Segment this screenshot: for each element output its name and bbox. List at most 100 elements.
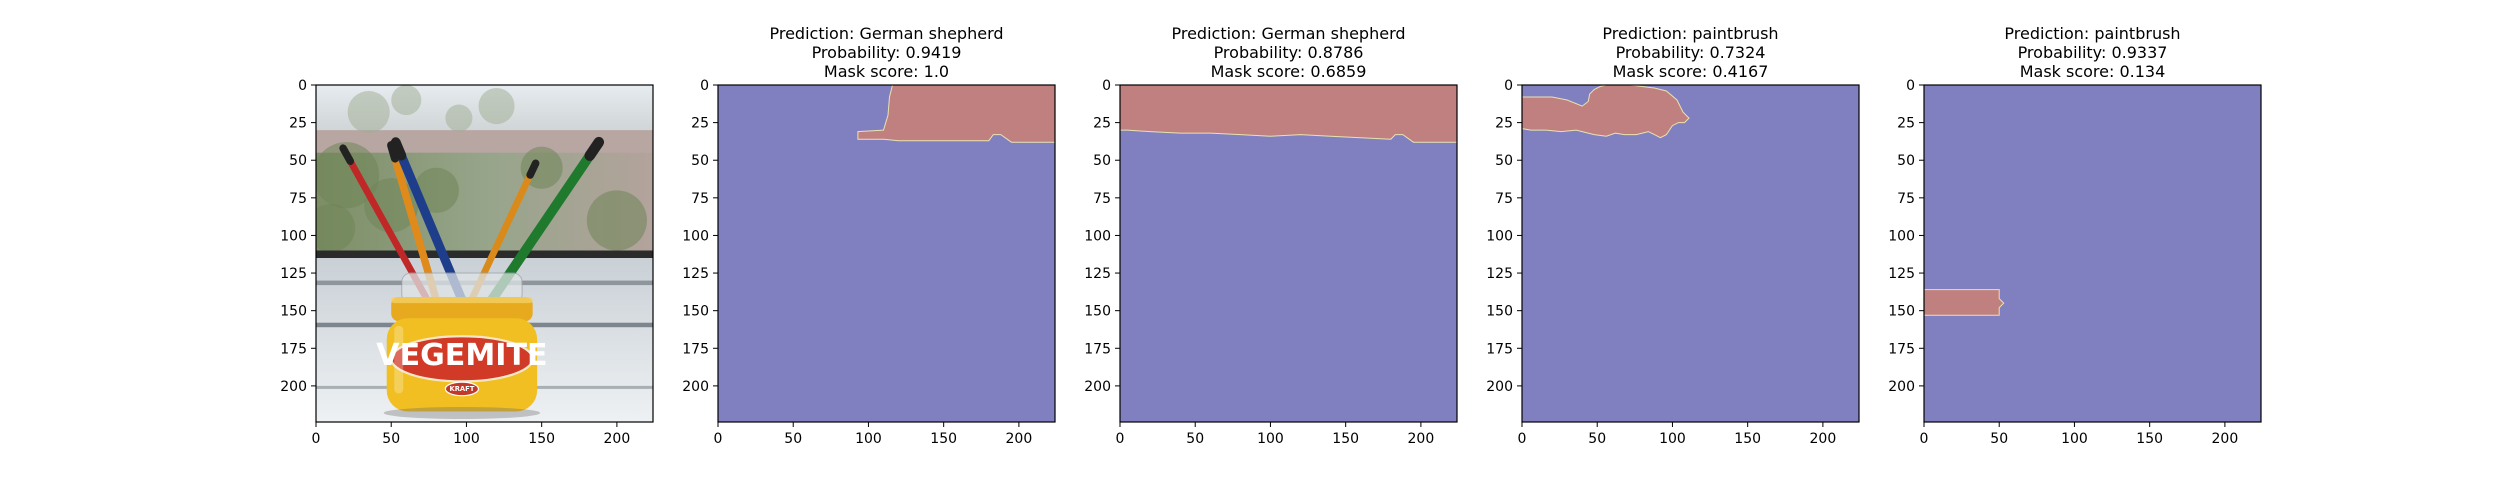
y-tick-label: 175 [1888,341,1915,357]
y-tick-label: 75 [289,191,307,207]
panel-title-line: Probability: 0.7324 [1616,43,1766,62]
y-tick-label: 150 [682,304,709,320]
y-tick-label: 125 [682,266,709,282]
y-tick-label: 150 [1486,304,1513,320]
panel-title-line: Mask score: 0.4167 [1613,62,1769,81]
y-tick-label: 100 [280,228,307,244]
y-tick-label: 75 [691,191,709,207]
x-tick-label: 200 [604,431,631,447]
x-tick-label: 0 [1518,431,1527,447]
panel-title-line: Mask score: 0.134 [2020,62,2166,81]
mask-region [1120,85,1457,143]
panel-content [718,85,1055,422]
x-tick-label: 50 [784,431,802,447]
x-tick-label: 200 [1810,431,1837,447]
panel-title-line: Probability: 0.9337 [2018,43,2168,62]
y-tick-label: 75 [1093,191,1111,207]
panel-title-line: Prediction: German shepherd [1171,24,1405,43]
y-tick-label: 50 [1495,153,1513,169]
panel-title-line: Prediction: paintbrush [1602,24,1778,43]
mask-background [718,85,1055,422]
panel-content: VEGEMITE KRAFT [316,85,653,422]
y-tick-label: 125 [1084,266,1111,282]
kraft-badge-text: KRAFT [449,385,474,393]
y-tick-label: 175 [682,341,709,357]
y-tick-label: 0 [1906,78,1915,94]
y-tick-label: 50 [1093,153,1111,169]
y-tick-label: 50 [1897,153,1915,169]
y-tick-label: 25 [289,116,307,132]
panel-1: VEGEMITE KRAFT 0 50 100 150 200 0 25 50 75 100 125 15… [280,78,654,447]
panel-content [1924,85,2261,422]
y-tick-label: 25 [1897,116,1915,132]
x-tick-label: 100 [1659,431,1686,447]
mask-background [1924,85,2261,422]
axes-frame [1119,84,1458,423]
x-tick-label: 200 [2212,431,2239,447]
x-tick-label: 200 [1408,431,1435,447]
y-tick-label: 100 [1888,228,1915,244]
y-tick-label: 50 [691,153,709,169]
x-tick-label: 0 [714,431,723,447]
panel-title-line: Prediction: paintbrush [2004,24,2180,43]
y-tick-label: 150 [280,304,307,320]
y-tick-label: 25 [1093,116,1111,132]
y-tick-label: 0 [1102,78,1111,94]
axes-frame [1923,84,2262,423]
y-tick-label: 75 [1897,191,1915,207]
x-tick-label: 150 [2136,431,2163,447]
y-tick-label: 100 [682,228,709,244]
y-tick-label: 200 [1486,379,1513,395]
panel-content [1120,85,1457,422]
axes-frame [717,84,1056,423]
y-tick-label: 25 [1495,116,1513,132]
x-tick-label: 150 [1734,431,1761,447]
kraft-badge [444,381,480,397]
panel-2: 0 50 100 150 200 0 25 50 75 100 125 150 175 200 Predic… [682,24,1056,447]
y-tick-label: 125 [1888,266,1915,282]
x-tick-label: 150 [930,431,957,447]
panel-title-line: Mask score: 0.6859 [1211,62,1367,81]
mask-region [1522,85,1690,139]
x-tick-label: 50 [1186,431,1204,447]
x-tick-label: 0 [1116,431,1125,447]
y-tick-label: 0 [298,78,307,94]
x-tick-label: 0 [312,431,321,447]
y-tick-label: 200 [1888,379,1915,395]
y-tick-label: 175 [1486,341,1513,357]
y-tick-label: 150 [1888,304,1915,320]
panel-title-line: Probability: 0.9419 [812,43,962,62]
panel-5: 0 50 100 150 200 0 25 50 75 100 125 150 175 200 Predic… [1888,24,2262,447]
panel-title-line: Probability: 0.8786 [1214,43,1364,62]
x-tick-label: 100 [453,431,480,447]
panel-4: 0 50 100 150 200 0 25 50 75 100 125 150 175 200 Predic… [1486,24,1860,447]
x-tick-label: 50 [1588,431,1606,447]
mask-background [1522,85,1859,422]
x-tick-label: 100 [2061,431,2088,447]
mask-region [1924,289,2005,316]
x-tick-label: 150 [1332,431,1359,447]
y-tick-label: 100 [1486,228,1513,244]
y-tick-label: 75 [1495,191,1513,207]
x-tick-label: 0 [1920,431,1929,447]
y-tick-label: 125 [1486,266,1513,282]
y-tick-label: 25 [691,116,709,132]
x-tick-label: 200 [1006,431,1033,447]
mask-region [857,85,1055,143]
jar-label [390,335,534,383]
jar-label-text: VEGEMITE [376,338,547,373]
axes-frame [315,84,654,423]
x-tick-label: 50 [1990,431,2008,447]
x-tick-label: 100 [855,431,882,447]
window-frame [316,250,653,259]
y-tick-label: 100 [1084,228,1111,244]
panel-content [1522,85,1859,422]
y-tick-label: 200 [682,379,709,395]
axes-frame [1521,84,1860,423]
y-tick-label: 175 [1084,341,1111,357]
y-tick-label: 50 [289,153,307,169]
y-tick-label: 150 [1084,304,1111,320]
x-tick-label: 150 [528,431,555,447]
panel-title-line: Prediction: German shepherd [769,24,1003,43]
